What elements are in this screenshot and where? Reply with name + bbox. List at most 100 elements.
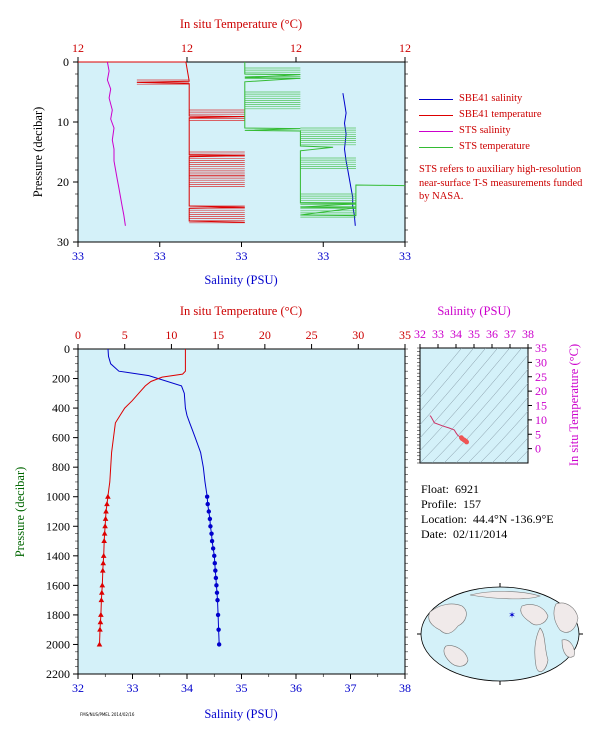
near-surface-x-tick-label: 33 (236, 249, 248, 263)
globe-land (428, 591, 579, 672)
ts-y-tick-label: 30 (535, 355, 547, 369)
near-surface-series (78, 61, 406, 226)
profile-label: Profile: (421, 497, 457, 511)
isopycnal-line (479, 410, 528, 463)
sts-note: STS refers to auxiliary high-resolution … (419, 164, 583, 202)
temperature-point (98, 611, 104, 617)
near-surface-y-tick-label: 20 (57, 175, 69, 189)
isopycnal-line (503, 437, 528, 463)
full-profile-ticks: 32 33 34 35 36 37 38 0 5 10 15 20 25 30 35 0 200 400 600 80… (46, 328, 411, 695)
ts-isopycnals (420, 348, 528, 463)
temperature-point (99, 582, 106, 588)
globe-tick-marks (417, 583, 583, 685)
salinity-point (206, 509, 211, 514)
globe-ocean (420, 586, 580, 682)
salinity-point (213, 568, 218, 573)
ts-y-tick-label: 20 (535, 384, 547, 398)
full-profile-y-tick-label: 1400 (46, 549, 70, 563)
near-surface-y-tick-label: 10 (57, 115, 69, 129)
location-row: Location: 44.4°N -136.9°E (421, 512, 554, 527)
isopycnal-line (420, 348, 499, 439)
salinity-point (212, 561, 217, 566)
isopycnal-line (443, 368, 528, 463)
date-row: Date: 02/11/2014 (421, 527, 554, 542)
temperature-point (101, 538, 107, 544)
legend-label: STS salinity (459, 125, 511, 136)
legend: SBE41 salinity SBE41 temperature STS sal… (419, 91, 542, 155)
salinity-point (208, 524, 213, 529)
near-surface-x-tick-label: 33 (317, 249, 329, 263)
ts-x-tick-label: 34 (450, 327, 462, 341)
full-profile-x2-tick-label: 35 (399, 328, 411, 342)
near-surface-x-tick-label: 33 (399, 249, 411, 263)
isopycnal-line (431, 354, 528, 463)
float-row: Float: 6921 (421, 482, 554, 497)
temperature-point (100, 560, 107, 566)
near-surface-series-sts-salinity (106, 61, 126, 226)
ts-x-tick-label: 37 (504, 327, 516, 341)
full-profile-x2-tick-label: 30 (352, 328, 364, 342)
full-profile-x2-tick-label: 0 (75, 328, 81, 342)
full-profile-x-tick-label: 35 (236, 681, 248, 695)
near-surface-y-tick-label: 0 (63, 55, 69, 69)
full-profile-x-tick-label: 32 (72, 681, 84, 695)
full-profile-y-tick-label: 2200 (46, 667, 70, 681)
temperature-point (99, 589, 105, 595)
salinity-point (214, 590, 220, 595)
isopycnal-line (491, 424, 528, 463)
full-profile-top-axis-title: In situ Temperature (°C) (180, 304, 302, 318)
full-profile-y-tick-label: 600 (52, 431, 70, 445)
full-profile-y-tick-label: 1800 (46, 608, 70, 622)
salinity-point (212, 553, 217, 559)
temperature-point (100, 552, 107, 558)
ts-y-tick-label: 5 (535, 427, 541, 441)
full-profile-series (96, 348, 222, 647)
isopycnal-line (420, 348, 475, 412)
full-profile-y-tick-label: 200 (52, 372, 70, 386)
temperature-point (97, 619, 104, 625)
salinity-point (204, 494, 210, 499)
legend-label: STS temperature (459, 141, 530, 152)
full-profile-panel: In situ Temperature (°C) Salinity (PSU) … (13, 304, 411, 721)
salinity-point (215, 612, 221, 618)
full-profile-x-tick-label: 33 (127, 681, 139, 695)
salinity-point (205, 501, 210, 507)
isopycnal-line (420, 348, 511, 452)
full-profile-x-tick-label: 37 (345, 681, 357, 695)
legend-item-sbe41-temperature: SBE41 temperature (419, 107, 542, 123)
full-profile-x2-tick-label: 10 (165, 328, 177, 342)
ts-x-tick-label: 32 (414, 327, 426, 341)
legend-item-sts-temperature: STS temperature (419, 139, 542, 155)
ts-y-tick-label: 15 (535, 399, 547, 413)
full-profile-y-tick-label: 2000 (46, 637, 70, 651)
isopycnal-line (420, 348, 487, 426)
ts-y-tick-label: 10 (535, 413, 547, 427)
salinity-point (215, 597, 220, 603)
salinity-point (213, 575, 219, 581)
temperature-point (102, 523, 108, 529)
date-value: 02/11/2014 (453, 527, 508, 541)
ts-point (464, 439, 470, 445)
full-profile-y-tick-label: 1200 (46, 519, 70, 533)
temperature-point (96, 641, 103, 647)
ts-y-tick-label: 35 (535, 341, 547, 355)
isopycnal-line (455, 383, 528, 463)
float-label: Float: (421, 482, 450, 496)
full-profile-x-tick-label: 34 (181, 681, 193, 695)
full-profile-y-tick-label: 0 (64, 342, 70, 356)
full-profile-y-tick-label: 1000 (46, 490, 70, 504)
temperature-point (102, 515, 109, 521)
legend-item-sbe41-salinity: SBE41 salinity (419, 91, 542, 107)
near-surface-x-tick-label: 33 (154, 249, 166, 263)
isopycnal-line (515, 450, 528, 463)
full-profile-x2-tick-label: 15 (212, 328, 224, 342)
ts-top-axis-title: Salinity (PSU) (437, 304, 510, 318)
salinity-point (209, 531, 214, 536)
full-profile-x2-tick-label: 5 (122, 328, 128, 342)
ts-right-axis-title: In situ Temperature (°C) (567, 344, 581, 466)
float-value: 6921 (455, 482, 480, 496)
isopycnal-line (467, 397, 528, 463)
ts-x-tick-label: 36 (486, 327, 498, 341)
